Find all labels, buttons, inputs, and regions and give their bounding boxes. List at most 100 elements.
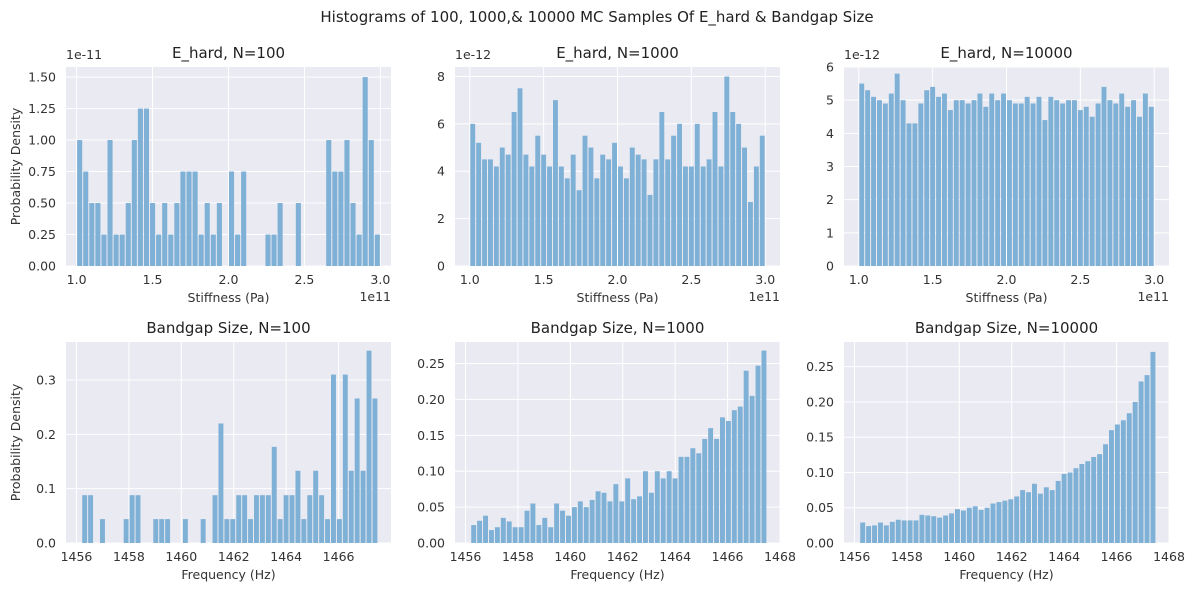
histogram-bar bbox=[493, 166, 499, 266]
histogram-bar bbox=[671, 135, 677, 266]
histogram-bar bbox=[354, 398, 360, 543]
histogram-bar bbox=[517, 88, 523, 266]
histogram-bar bbox=[1101, 86, 1107, 267]
histogram-bar bbox=[731, 410, 737, 543]
histogram-bar bbox=[362, 77, 368, 266]
histogram-bar bbox=[683, 166, 688, 266]
histogram-bar bbox=[912, 123, 918, 266]
x-tick-label: 1458 bbox=[113, 549, 145, 564]
histogram-bar bbox=[259, 495, 265, 543]
histogram-bar bbox=[283, 495, 289, 543]
y-tick-label: 0.75 bbox=[28, 164, 56, 179]
histogram-bar bbox=[1061, 473, 1067, 543]
x-tick-label: 2.0 bbox=[997, 272, 1017, 287]
chart-title: Bandgap Size, N=100 bbox=[146, 319, 310, 337]
histogram-bar bbox=[625, 478, 631, 543]
histogram-bar bbox=[143, 108, 150, 266]
histogram-bar bbox=[955, 509, 960, 543]
x-tick-label: 1.0 bbox=[67, 272, 87, 287]
histogram-bar bbox=[82, 495, 88, 543]
histogram-bar bbox=[619, 501, 625, 543]
y-tick-label: 0.00 bbox=[28, 259, 56, 274]
histogram-bar bbox=[77, 140, 83, 266]
histogram-bar bbox=[174, 203, 180, 266]
histogram-bar bbox=[554, 503, 560, 543]
x-tick-label: 3.0 bbox=[755, 272, 775, 287]
histogram-bar bbox=[1008, 499, 1014, 543]
histogram-bar bbox=[113, 234, 119, 266]
histogram-bar bbox=[523, 154, 529, 266]
y-offset-label: 1e-11 bbox=[66, 47, 102, 62]
y-tick-label: 4 bbox=[826, 126, 834, 141]
histogram-bar bbox=[83, 171, 89, 266]
histogram-bar bbox=[601, 492, 607, 543]
histogram-bar bbox=[759, 135, 765, 266]
x-axis-label: Stiffness (Pa) bbox=[188, 290, 270, 305]
histogram-bar bbox=[271, 234, 277, 266]
histogram-bar bbox=[88, 495, 94, 543]
x-tick-label: 1.5 bbox=[143, 272, 163, 287]
histogram-bar bbox=[224, 519, 230, 543]
histogram-bar bbox=[906, 123, 912, 266]
histogram-bar bbox=[119, 234, 125, 266]
histogram-bar bbox=[99, 519, 105, 543]
histogram-bar bbox=[137, 108, 143, 266]
histogram-bar bbox=[901, 520, 907, 543]
histogram-bar bbox=[588, 147, 594, 266]
histogram-bar bbox=[1137, 116, 1142, 266]
histogram-bar bbox=[1055, 480, 1061, 543]
x-tick-label: 2.0 bbox=[608, 272, 628, 287]
histogram-bar bbox=[1073, 468, 1079, 543]
histogram-bar bbox=[607, 501, 613, 543]
chart-title: E_hard, N=10000 bbox=[940, 44, 1072, 63]
histogram-bar bbox=[688, 166, 694, 266]
histogram-bar bbox=[877, 100, 882, 267]
histogram-bar bbox=[242, 495, 248, 543]
y-tick-label: 0.10 bbox=[417, 464, 445, 479]
histogram-bar bbox=[712, 112, 718, 266]
y-tick-label: 0.2 bbox=[36, 427, 56, 442]
histogram-bar bbox=[684, 456, 690, 543]
x-tick-label: 1464 bbox=[659, 549, 691, 564]
y-axis-label: Probability Density bbox=[8, 383, 23, 501]
histogram-bar bbox=[477, 520, 483, 543]
histogram-bar bbox=[866, 526, 872, 543]
x-tick-label: 1456 bbox=[450, 549, 482, 564]
histogram-bar bbox=[720, 417, 725, 543]
histogram-bar bbox=[518, 527, 524, 543]
histogram-bar bbox=[1097, 454, 1103, 543]
histogram-bar bbox=[342, 374, 348, 543]
chart-title: Bandgap Size, N=10000 bbox=[915, 319, 1098, 337]
histogram-bar bbox=[613, 484, 619, 543]
histogram-bar bbox=[983, 106, 989, 266]
histogram-bar bbox=[1014, 496, 1020, 543]
y-tick-label: 0.25 bbox=[806, 359, 834, 374]
histogram-bar bbox=[372, 398, 378, 543]
y-tick-label: 0.3 bbox=[36, 373, 56, 388]
chart-panel-5: 1456 1458 1460 1462 1464 1466 1468 0.00 0.05 0.10… bbox=[417, 319, 796, 582]
histogram-bar bbox=[524, 510, 530, 543]
x-axis-label: Frequency (Hz) bbox=[181, 567, 275, 582]
x-tick-label: 1468 bbox=[764, 549, 796, 564]
y-offset-label: 1e-12 bbox=[844, 47, 880, 62]
histogram-bar bbox=[1150, 351, 1156, 543]
histogram-bar bbox=[629, 147, 635, 266]
histogram-bar bbox=[924, 90, 930, 266]
histogram-bar bbox=[1114, 424, 1120, 543]
histogram-bar bbox=[1120, 420, 1126, 543]
chart-title: E_hard, N=100 bbox=[172, 44, 285, 63]
histogram-bar bbox=[325, 519, 331, 543]
histogram-bar bbox=[700, 166, 706, 266]
histogram-bar bbox=[168, 234, 174, 266]
histogram-bar bbox=[542, 517, 548, 543]
chart-panel-4: 1456 1458 1460 1462 1464 1466 0.0 0.1 0.2 0.3 Band… bbox=[8, 319, 391, 582]
histogram-bar bbox=[129, 495, 135, 543]
histogram-bar bbox=[332, 171, 338, 266]
histogram-bar bbox=[907, 520, 913, 543]
histogram-bar bbox=[482, 159, 487, 266]
histogram-bar bbox=[582, 135, 588, 266]
histogram-bar bbox=[865, 90, 871, 266]
histogram-bar bbox=[319, 495, 325, 543]
y-offset-label: 1e-12 bbox=[455, 47, 491, 62]
x-tick-label: 3.0 bbox=[370, 272, 390, 287]
